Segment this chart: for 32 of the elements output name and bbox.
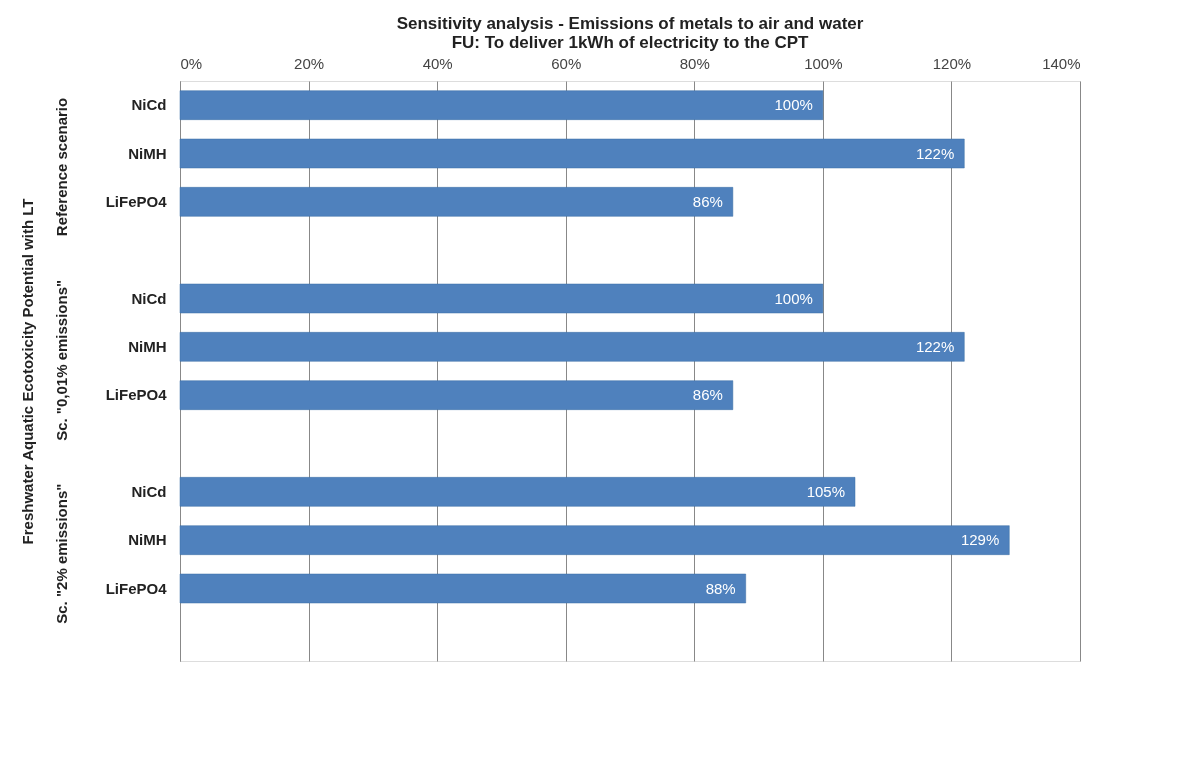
- y-tick-label: LiFePO4: [105, 579, 168, 597]
- x-tick-label: 20%: [294, 54, 325, 72]
- data-label: 105%: [806, 482, 845, 500]
- text: Sc. "0,01% emissions": [53, 279, 70, 441]
- x-tick-label: 100%: [804, 54, 843, 72]
- y-tick-label: NiCd: [131, 482, 167, 500]
- y-tick-label: NiMH: [128, 144, 167, 162]
- x-tick-label: 0%: [180, 54, 203, 72]
- y-tick-label: NiCd: [131, 289, 167, 307]
- x-tick-label: 80%: [679, 54, 710, 72]
- x-tick-label: 120%: [932, 54, 972, 72]
- y-axis-title: Freshwater Aquatic Ecotoxicity Potential with LT: [18, 198, 36, 545]
- text: Sc. "2% emissions": [53, 483, 70, 624]
- data-label: 100%: [774, 289, 813, 307]
- text: FU: To deliver 1kWh of electricity to the CPT: [451, 33, 809, 52]
- y-tick-label: NiMH: [128, 337, 167, 355]
- data-label: 122%: [915, 337, 955, 355]
- x-tick-label: 40%: [422, 54, 453, 72]
- y-tick-label: LiFePO4: [105, 192, 168, 210]
- x-tick-label: 60%: [551, 54, 582, 72]
- y-tick-label: NiCd: [131, 96, 167, 114]
- data-label: 129%: [960, 531, 1000, 549]
- x-tick-label: 140%: [1042, 54, 1081, 72]
- data-label: 86%: [692, 386, 723, 404]
- text: Reference scenario: [53, 97, 70, 237]
- y-tick-label: LiFePO4: [105, 386, 168, 404]
- data-label: 86%: [692, 192, 723, 210]
- data-label: 100%: [774, 96, 813, 114]
- text: Sensitivity analysis - Emissions of metals to air and water: [396, 14, 864, 33]
- data-label: 122%: [915, 144, 955, 162]
- data-label: 88%: [705, 579, 736, 597]
- y-tick-label: NiMH: [128, 531, 167, 549]
